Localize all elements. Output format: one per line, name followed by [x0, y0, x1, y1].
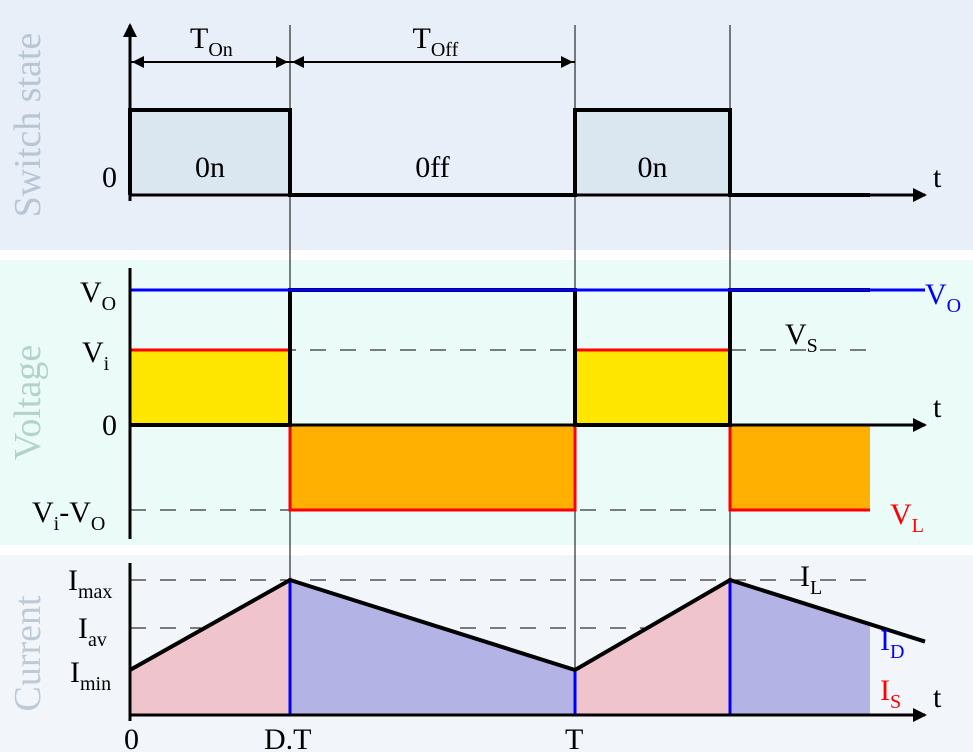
on-label-2: 0n [638, 151, 668, 184]
xDT-label: D.T [264, 723, 312, 752]
panel-current-label: Current [7, 595, 49, 712]
voltage-t-label: t [933, 391, 942, 424]
x0-label: 0 [124, 723, 139, 752]
voltage-zero-label: 0 [102, 409, 117, 442]
on-label-1: 0n [195, 151, 225, 184]
xT-label: T [565, 723, 583, 752]
vl-neg-fill-2 [730, 425, 870, 510]
current-t-label: t [933, 681, 942, 714]
switch-t-label: t [933, 161, 942, 194]
vl-neg-fill-1 [290, 425, 575, 510]
waveform-diagram: Switch stateVoltageCurrenttTOnTOff0n0ff0… [0, 0, 973, 752]
panel-switch-label: Switch state [7, 33, 49, 218]
panel-voltage-label: Voltage [7, 345, 49, 460]
vl-pos-fill-2 [575, 350, 730, 425]
switch-zero-label: 0 [102, 161, 117, 194]
off-label: 0ff [415, 151, 449, 184]
vl-pos-fill-1 [130, 350, 290, 425]
